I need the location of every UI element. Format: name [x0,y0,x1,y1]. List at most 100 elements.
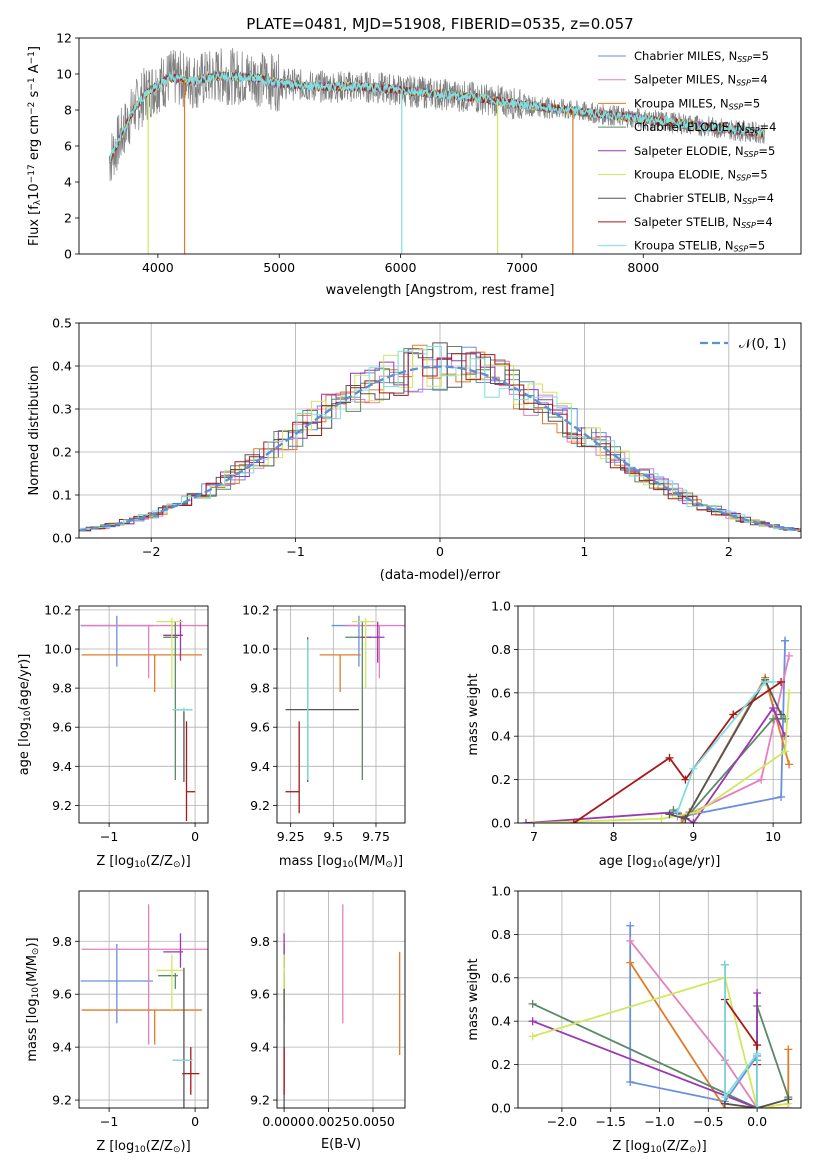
y-tick-label: 9.2 [52,1093,72,1108]
weight-marker [761,677,770,686]
residuals-xlabel: (data-model)/error [380,568,501,583]
y-tick-label: 0.4 [491,729,511,744]
mass_vs_ebv-xlabel: E(B-V) [321,1137,361,1152]
weight-marker [784,1095,793,1104]
weight-marker [528,1017,537,1026]
weight-marker [693,808,702,817]
weight-marker [681,775,690,784]
x-tick-label: 9.25 [277,829,305,844]
x-tick-label: 1 [580,544,588,559]
x-tick-label: 7000 [506,260,538,275]
y-tick-label: 9.6 [250,720,270,735]
y-tick-label: 9.2 [52,798,72,813]
y-tick-label: 10 [56,67,72,82]
weight-marker [781,636,790,645]
age_vs_mass-points [285,615,405,814]
weight-marker [769,714,778,723]
x-tick-label: 8000 [627,260,659,275]
y-tick-label: 10.2 [242,602,270,617]
age_vs_mass-xlabel: mass [log10(M/M⊙)] [279,854,403,870]
legend-entry: Salpeter ELODIE, NSSP=5 [634,144,775,159]
x-tick-label: 0.0025 [307,1114,351,1129]
x-tick-label: 2 [725,544,733,559]
weight-marker [689,819,698,823]
residual-histogram [80,345,801,531]
y-tick-label: 0.6 [491,685,511,700]
y-tick-label: 9.4 [250,1040,270,1055]
x-tick-label: 9.5 [323,829,343,844]
weight-marker [769,677,778,686]
y-tick-label: 1.0 [491,884,511,899]
weight_vs_Z-frame [517,890,802,1109]
spectrum-lines [108,47,765,254]
weight-line [532,993,758,1108]
y-tick-label: 1.0 [491,599,511,614]
y-tick-label: 9.6 [52,720,72,735]
spectrum-frame [78,37,802,255]
mass_vs_Z-ylabel: mass [log10(M/M⊙)] [25,937,41,1061]
weight-marker [657,814,666,823]
weight-marker [785,651,794,660]
y-tick-label: 0.4 [52,359,72,374]
y-tick-label: 0.8 [491,642,511,657]
y-tick-label: 9.8 [250,681,270,696]
legend-entry: Kroupa STELIB, NSSP=5 [634,239,765,254]
y-tick-label: 9.8 [250,934,270,949]
y-tick-label: 12 [56,31,72,46]
residuals-axes: −2 −1 0 1 2 0.0 0.1 0.2 0.3 0.4 0.5 𝒩(0, 1) (data-mo… [27,316,802,583]
weight-line [724,964,758,1108]
weight-marker [753,1041,762,1050]
spectrum-xlabel: wavelength [Angstrom, rest frame] [326,283,555,298]
normal-curve [79,365,801,532]
weight-marker [528,999,537,1008]
x-tick-label: −2.0 [547,1114,577,1129]
x-tick-label: 4000 [142,260,174,275]
y-tick-label: 9.8 [52,681,72,696]
weight-marker [677,819,686,823]
x-tick-label: −1 [100,829,118,844]
age_vs_Z-xlabel: Z [log10(Z/Z⊙)] [96,854,190,870]
y-tick-label: 6 [64,139,72,154]
residual-histogram [79,342,801,531]
weight-marker [569,819,578,823]
legend-entry: 𝒩(0, 1) [739,337,786,352]
mass_vs_ebv-axes: 0.0000 0.0025 0.0050 9.2 9.4 9.6 9.8 E(B-V) [250,890,406,1152]
weight-marker [529,819,538,823]
weight-marker [753,988,762,997]
x-tick-label: −1 [286,544,304,559]
weight-marker [665,810,674,819]
residual-histograms [79,342,801,532]
weight-line [629,962,790,1108]
spectrum-ylabel: Flux [fλ10−17 erg cm−2 s−1 A−1] [27,46,43,246]
weight-marker [626,958,635,967]
y-tick-label: 10.0 [242,642,270,657]
legend-entry: Salpeter MILES, NSSP=4 [634,73,768,88]
weight-marker [521,819,530,823]
y-tick-label: 9.8 [52,934,72,949]
mass_vs_ebv-points [283,904,401,1108]
x-tick-label: −1 [100,1114,118,1129]
x-tick-label: 7 [530,829,538,844]
y-tick-label: 9.6 [250,987,270,1002]
legend-entry: Kroupa ELODIE, NSSP=5 [634,168,768,183]
weight-marker [720,960,729,969]
y-tick-label: 0.4 [491,1014,511,1029]
y-tick-label: 10.2 [44,602,72,617]
y-tick-label: 10.0 [44,642,72,657]
spectrum-legend: Chabrier MILES, NSSP=5 Salpeter MILES, NS… [598,49,776,254]
weight-marker [681,814,690,823]
y-tick-label: 9.4 [52,1040,72,1055]
spectrum-axes: 4000 5000 6000 7000 8000 0 2 4 6 8 10 12 Chabrier MI… [27,31,802,298]
y-tick-label: 2 [64,211,72,226]
y-tick-label: 0.2 [52,445,72,460]
residuals-frame [78,322,802,539]
weight-marker [769,703,778,712]
weight-line [525,706,786,823]
weight-marker [626,1077,635,1086]
weight-marker [753,1049,762,1058]
figure-title: PLATE=0481, MJD=51908, FIBERID=0535, z=0… [246,15,633,33]
legend-entry: Chabrier ELODIE, NSSP=4 [634,120,776,135]
weight_vs_age-frame [517,605,802,824]
weight-marker [753,1104,762,1108]
